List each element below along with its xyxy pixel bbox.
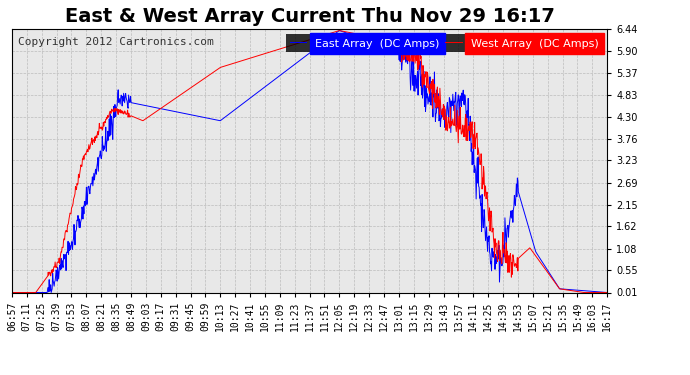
Legend: East Array  (DC Amps), West Array  (DC Amps): East Array (DC Amps), West Array (DC Amp… [286, 34, 602, 52]
West Array  (DC Amps) [87, 141, 95, 146]
East Array  (DC Amps) [321, 39, 329, 44]
West Array  (DC Amps) [321, 33, 329, 37]
West Array  (DC Amps) [8, 290, 16, 295]
East Array  (DC Amps) [333, 30, 342, 34]
Text: Copyright 2012 Cartronics.com: Copyright 2012 Cartronics.com [18, 37, 214, 47]
Title: East & West Array Current Thu Nov 29 16:17: East & West Array Current Thu Nov 29 16:… [65, 7, 555, 26]
West Array  (DC Amps) [335, 28, 344, 33]
East Array  (DC Amps) [8, 290, 16, 295]
West Array  (DC Amps) [108, 108, 117, 112]
East Array  (DC Amps) [603, 290, 611, 295]
Line: West Array  (DC Amps): West Array (DC Amps) [12, 31, 607, 292]
West Array  (DC Amps) [208, 70, 217, 75]
West Array  (DC Amps) [333, 29, 342, 33]
East Array  (DC Amps) [208, 117, 217, 122]
East Array  (DC Amps) [266, 81, 274, 85]
West Array  (DC Amps) [603, 290, 611, 295]
East Array  (DC Amps) [108, 124, 117, 129]
Line: East Array  (DC Amps): East Array (DC Amps) [12, 31, 607, 292]
East Array  (DC Amps) [87, 181, 95, 186]
West Array  (DC Amps) [266, 50, 274, 54]
East Array  (DC Amps) [335, 28, 344, 33]
